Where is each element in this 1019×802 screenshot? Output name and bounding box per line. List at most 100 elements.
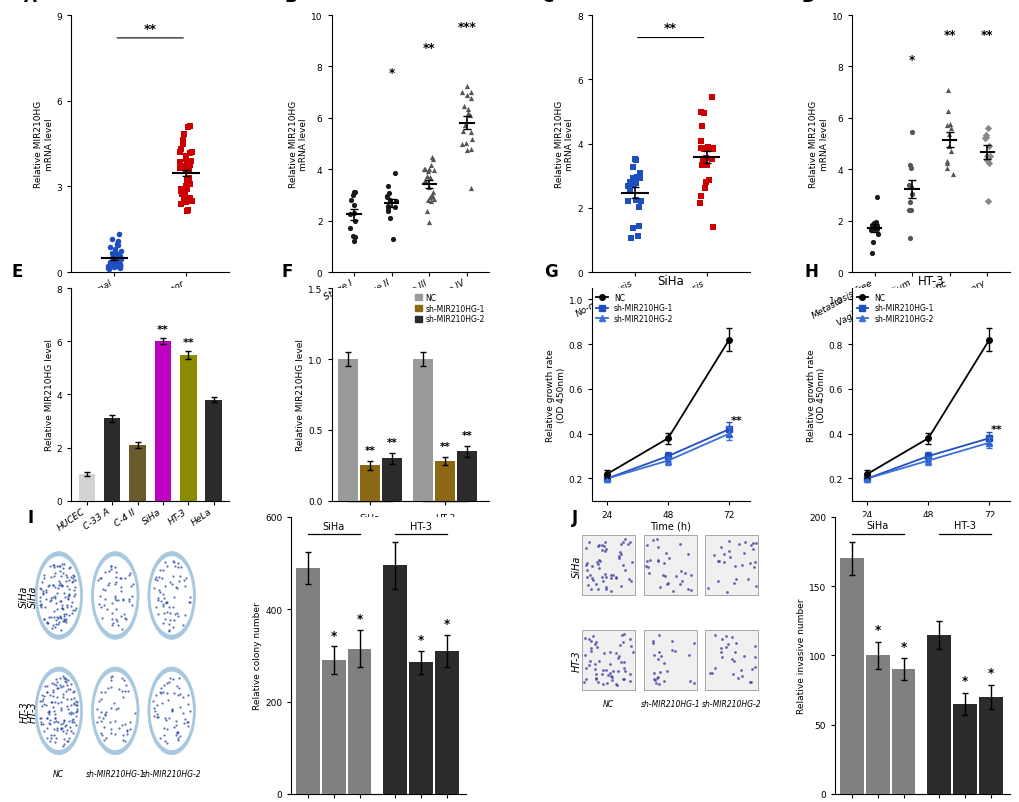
Point	[700, 142, 716, 155]
Point	[48, 673, 64, 686]
Point	[51, 577, 67, 589]
Point	[182, 155, 199, 168]
Point	[112, 245, 128, 257]
sh-MIR210HG-2	[722, 429, 735, 439]
Point	[175, 707, 192, 719]
Text: SiHa: SiHa	[29, 585, 38, 607]
Point	[638, 555, 654, 568]
Point	[663, 634, 680, 647]
Point	[868, 224, 884, 237]
Point	[417, 164, 433, 176]
Point	[655, 674, 672, 687]
Point	[587, 662, 603, 675]
Point	[598, 542, 614, 555]
Circle shape	[38, 557, 81, 635]
Point	[108, 703, 124, 715]
Point	[153, 594, 169, 607]
Point	[149, 699, 165, 711]
Point	[44, 696, 60, 709]
Point	[155, 597, 171, 610]
Point	[172, 183, 189, 196]
Point	[979, 157, 996, 170]
Point	[44, 622, 60, 635]
Point	[658, 578, 675, 591]
Point	[346, 231, 363, 244]
Point	[171, 688, 187, 701]
Point	[33, 715, 49, 728]
Point	[104, 233, 120, 246]
Point	[170, 557, 186, 569]
Point	[731, 537, 747, 550]
Point	[107, 256, 123, 269]
Point	[52, 611, 68, 624]
Text: HT-3: HT-3	[29, 700, 38, 722]
Point	[105, 253, 121, 266]
Point	[170, 671, 186, 684]
Point	[145, 695, 161, 707]
Point	[727, 573, 743, 586]
Point	[862, 225, 878, 237]
Point	[97, 708, 113, 721]
Point	[341, 223, 358, 236]
Bar	[409, 662, 432, 794]
Point	[705, 549, 721, 561]
Point	[122, 715, 139, 728]
Point	[638, 559, 654, 572]
Point	[53, 581, 69, 593]
Point	[109, 238, 125, 251]
Point	[175, 135, 192, 148]
Point	[942, 146, 958, 159]
Point	[649, 553, 665, 566]
Text: ***: ***	[457, 21, 476, 34]
Point	[33, 599, 49, 612]
Point	[46, 716, 62, 729]
Point	[100, 579, 116, 592]
Point	[179, 205, 196, 218]
Point	[902, 162, 918, 175]
Point	[628, 171, 644, 184]
Point	[94, 612, 110, 625]
Point	[174, 691, 191, 703]
Point	[54, 722, 70, 735]
Point	[733, 559, 749, 572]
Point	[580, 633, 596, 646]
Point	[165, 673, 181, 686]
Point	[459, 81, 475, 94]
Point	[419, 170, 435, 183]
Bar	[891, 670, 915, 794]
Point	[154, 600, 170, 613]
Point	[620, 196, 636, 209]
Point	[645, 673, 661, 686]
Point	[32, 711, 48, 724]
Point	[47, 581, 63, 593]
Point	[42, 560, 58, 573]
Text: SiHa: SiHa	[571, 554, 581, 577]
Point	[57, 675, 73, 688]
Point	[735, 650, 751, 663]
Point	[36, 690, 52, 703]
Y-axis label: Relative MIR210HG
mRNA level: Relative MIR210HG mRNA level	[554, 101, 574, 188]
Point	[603, 674, 620, 687]
Point	[112, 253, 128, 266]
Point	[53, 624, 69, 637]
Point	[696, 183, 712, 196]
Point	[345, 207, 362, 220]
Point	[160, 601, 176, 614]
Point	[169, 582, 185, 595]
Point	[121, 567, 138, 580]
Circle shape	[94, 672, 137, 750]
Point	[156, 712, 172, 725]
Text: H: H	[804, 262, 818, 280]
Point	[168, 729, 184, 742]
Point	[630, 221, 646, 233]
Point	[46, 729, 62, 742]
Point	[49, 723, 65, 736]
Point	[379, 180, 395, 193]
Point	[107, 561, 123, 573]
Point	[727, 646, 743, 658]
Point	[111, 261, 127, 273]
Point	[622, 574, 638, 587]
Point	[644, 637, 660, 650]
Point	[590, 561, 606, 574]
Point	[620, 537, 636, 550]
